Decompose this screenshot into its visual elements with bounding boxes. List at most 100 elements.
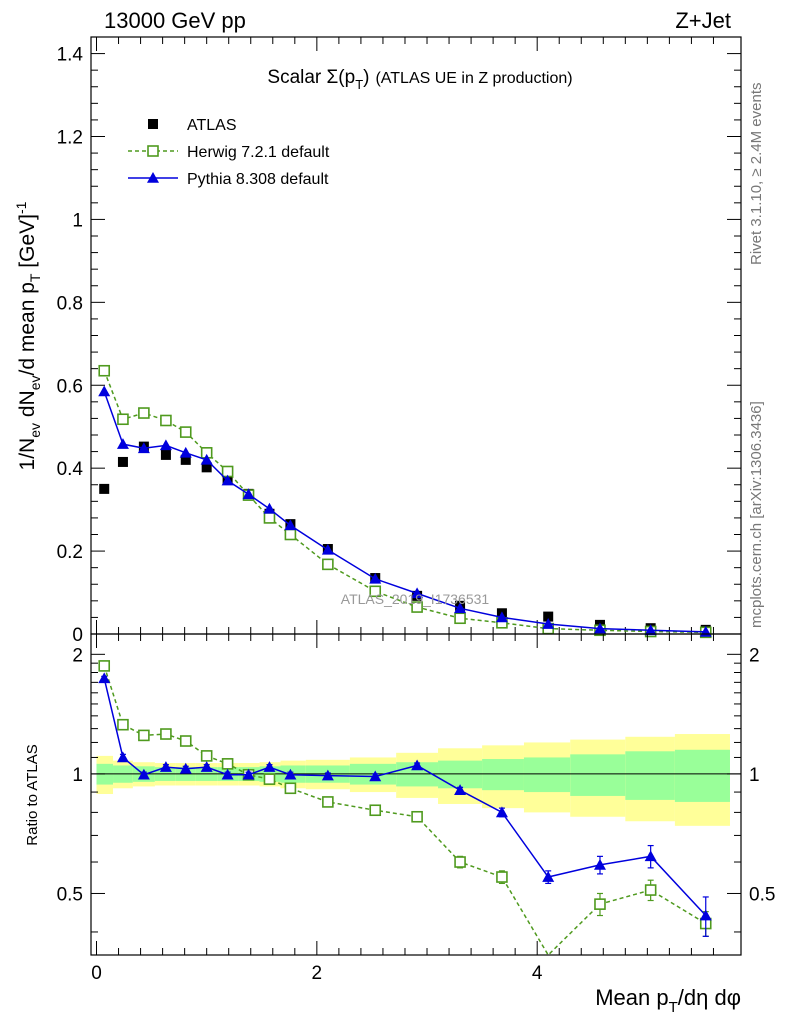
ratio-point <box>284 768 297 780</box>
data-point <box>200 453 213 465</box>
data-point <box>201 462 212 473</box>
ratio-xlabel: Mean pT/dη dφ <box>595 985 741 1016</box>
ratio-point <box>98 660 111 672</box>
data-point <box>411 601 423 613</box>
ratio-point <box>644 884 657 896</box>
ratio-point <box>98 672 111 684</box>
band-stat <box>625 751 675 800</box>
main-title: Scalar Σ(pT) (ATLAS UE in Z production) <box>267 67 572 92</box>
ratio-point <box>699 909 712 921</box>
ratio-point <box>137 768 150 780</box>
data-point <box>160 414 172 427</box>
legend-label: ATLAS <box>187 117 237 134</box>
ratio-frame <box>90 633 742 956</box>
ratio-point <box>221 758 234 770</box>
legend-item: Herwig 7.2.1 default <box>128 144 330 161</box>
main-ytick-label: 0.8 <box>57 293 83 314</box>
data-point <box>495 611 508 623</box>
mcplots-label: mcplots.cern.ch [arXiv:1306.3436] <box>748 401 765 628</box>
ratio-point <box>644 850 657 862</box>
main-ytick-label: 0.6 <box>57 376 83 397</box>
data-point <box>117 456 128 467</box>
ratio-ytick-label: 2 <box>72 645 83 666</box>
ratio-ytick-label-right: 1 <box>749 765 760 786</box>
ratio-xtick-label: 0 <box>91 963 102 984</box>
data-point <box>543 611 554 622</box>
ratio-point <box>454 856 466 868</box>
main-ytick-label: 1 <box>72 210 83 231</box>
main-ytick-label: 0.4 <box>57 459 84 480</box>
main-ylabel: 1/Nev dNev/d mean pT [GeV]-1 <box>13 201 43 470</box>
ratio-ytick-label-right: 0.5 <box>749 884 775 905</box>
ylabel-b-sub: ev <box>27 375 43 390</box>
ylabel-d: [GeV] <box>16 214 39 274</box>
band-stat <box>674 749 730 802</box>
ratio-point <box>369 770 382 782</box>
data-point <box>160 449 171 460</box>
data-point <box>284 528 297 541</box>
ratio-series <box>98 660 712 957</box>
data-point <box>322 558 334 571</box>
data-point <box>179 446 192 458</box>
band-stat <box>482 759 524 791</box>
ratio-point <box>179 762 192 774</box>
ratio-ytick-label-right: 2 <box>749 645 760 666</box>
legend: ATLAS Herwig 7.2.1 default Pythia 8.308 de… <box>128 117 330 188</box>
main-ytick-label: 1.4 <box>57 45 84 66</box>
ratio-point <box>221 768 234 780</box>
xlabel-a-sub: T <box>669 999 678 1016</box>
ratio-point <box>321 769 334 781</box>
data-point <box>98 385 111 397</box>
legend-item: ATLAS <box>148 117 237 134</box>
header-right: Z+Jet <box>675 8 731 33</box>
data-point <box>454 612 466 625</box>
data-point <box>411 587 424 599</box>
data-point <box>159 439 172 451</box>
ratio-point <box>411 759 424 771</box>
ratio-point <box>263 761 276 772</box>
ratio-point <box>179 735 192 747</box>
ratio-point <box>159 761 172 772</box>
data-point <box>117 413 129 426</box>
legend-label: Herwig 7.2.1 default <box>187 144 330 161</box>
legend-marker <box>147 145 159 157</box>
ratio-point <box>322 796 334 808</box>
main-ytick-label: 0.2 <box>57 542 83 563</box>
ratio-point <box>454 784 467 795</box>
ratio-point <box>263 773 276 785</box>
data-point <box>593 622 606 634</box>
ylabel-a-sub: ev <box>27 423 43 438</box>
band-stat <box>523 757 571 793</box>
data-point <box>99 483 110 494</box>
ylabel-a: 1/N <box>16 438 39 471</box>
ratio-ytick-label: 0.5 <box>57 884 83 905</box>
ratio-point <box>242 768 255 780</box>
ratio-ticks: 0.5 0.5 1 1 2 2 0 2 4 <box>57 634 775 984</box>
data-point <box>284 519 297 531</box>
data-point <box>242 488 255 500</box>
data-point <box>263 512 276 524</box>
ratio-point <box>369 804 382 817</box>
ratio-point <box>138 729 150 742</box>
ylabel-c-sub: T <box>27 273 43 282</box>
ratio-xtick-label: 4 <box>532 963 543 984</box>
legend-marker <box>147 172 159 183</box>
data-point <box>321 543 334 555</box>
xlabel-a: Mean p <box>595 985 668 1010</box>
ratio-series-pythia <box>98 672 712 937</box>
data-point <box>221 474 234 486</box>
legend-item: Pythia 8.308 default <box>128 171 329 188</box>
band-stat <box>570 754 626 796</box>
ratio-point <box>200 750 213 762</box>
data-point <box>263 502 276 514</box>
data-point <box>98 364 111 377</box>
ratio-point <box>542 871 555 882</box>
ratio-point <box>117 718 129 731</box>
rivet-label: Rivet 3.1.10, ≥ 2.4M events <box>748 83 765 266</box>
ratio-point <box>593 858 606 870</box>
data-point <box>644 624 657 636</box>
main-panel: 00.20.40.60.811.21.4 Scalar Σ(pT) (ATLAS … <box>13 36 742 646</box>
ratio-point <box>411 810 423 823</box>
ratio-xtick-label: 2 <box>312 963 323 984</box>
